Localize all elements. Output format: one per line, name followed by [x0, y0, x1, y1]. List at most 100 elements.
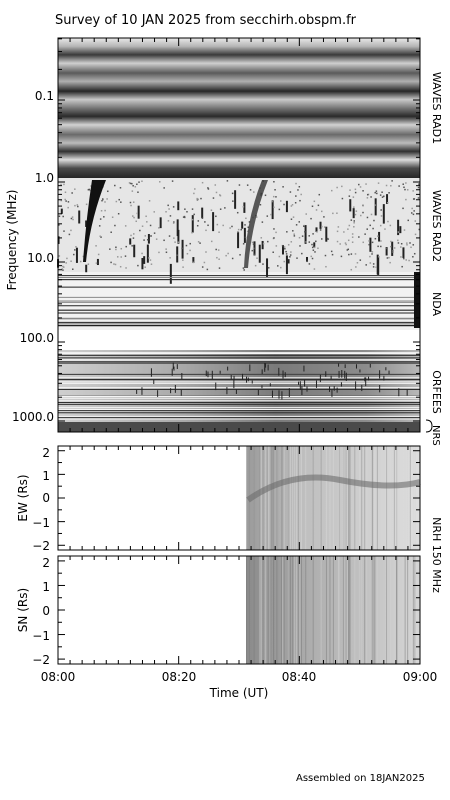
- speckle: [193, 192, 195, 195]
- speckle: [298, 186, 301, 188]
- speckle: [189, 249, 191, 252]
- axis-ticks: [57, 38, 421, 664]
- speckle: [193, 213, 195, 216]
- speckle: [343, 231, 345, 233]
- speckle: [400, 242, 403, 245]
- sn-tick-label: −1: [32, 629, 50, 643]
- speckle: [196, 224, 199, 227]
- speckle: [403, 257, 405, 260]
- speckle: [380, 245, 382, 248]
- speckle: [260, 237, 263, 239]
- orfees-burst: [249, 364, 251, 372]
- speckle: [306, 260, 308, 263]
- speckle: [100, 236, 102, 238]
- speckle: [125, 267, 127, 269]
- speckle: [232, 200, 234, 202]
- speckle: [189, 242, 191, 245]
- speckle: [128, 182, 131, 184]
- speckle: [366, 216, 369, 219]
- speckle: [325, 265, 327, 268]
- speckle: [379, 194, 382, 196]
- speckle: [290, 218, 293, 220]
- speckle: [146, 221, 148, 223]
- speckle: [275, 245, 278, 247]
- speckle: [303, 225, 305, 227]
- speckle: [101, 198, 104, 200]
- speckle: [259, 203, 262, 206]
- orfees-burst: [242, 373, 244, 380]
- position-panels: [58, 446, 421, 664]
- speckle: [159, 181, 161, 183]
- position-texture: [246, 446, 421, 664]
- orfees-burst: [281, 391, 283, 400]
- speckle: [129, 201, 132, 204]
- speckle: [98, 225, 101, 227]
- speckle: [210, 209, 213, 211]
- orfees-burst: [383, 375, 385, 381]
- speckle: [353, 220, 355, 222]
- speckle: [134, 186, 137, 188]
- speckle: [74, 249, 76, 251]
- speckle: [199, 242, 201, 244]
- speckle: [350, 253, 353, 255]
- speckle: [275, 196, 277, 198]
- drifting-burst: [244, 180, 268, 268]
- speckle: [66, 257, 68, 260]
- speckle: [246, 230, 249, 233]
- speckle: [313, 268, 316, 270]
- speckle: [231, 225, 233, 228]
- speckle: [368, 240, 370, 242]
- speckle: [400, 256, 402, 258]
- footer-assembled: Assembled on 18JAN2025: [296, 773, 425, 784]
- speckle: [99, 235, 101, 238]
- speckle: [350, 268, 353, 271]
- speckle: [131, 182, 133, 185]
- speckle: [408, 259, 410, 262]
- speckle: [369, 255, 371, 258]
- speckle: [311, 243, 313, 246]
- speckle: [244, 224, 246, 226]
- speckle: [344, 242, 347, 244]
- orfees-burst: [233, 375, 235, 381]
- speckle: [292, 216, 295, 218]
- speckle: [262, 242, 265, 245]
- spectrogram-texture: [57, 180, 421, 420]
- speckle: [244, 236, 247, 239]
- speckle: [298, 221, 301, 223]
- speckle: [256, 257, 258, 259]
- speckle: [124, 255, 127, 257]
- speckle: [308, 241, 311, 243]
- speckle: [410, 246, 412, 249]
- speckle: [308, 263, 311, 265]
- speckle: [153, 211, 155, 213]
- speckle: [58, 215, 61, 218]
- speckle: [255, 216, 258, 218]
- speckle: [177, 241, 180, 243]
- speckle: [313, 200, 316, 203]
- speckle: [310, 217, 312, 220]
- speckle: [227, 252, 229, 255]
- speckle: [360, 214, 362, 217]
- speckle: [374, 191, 376, 194]
- speckle: [229, 227, 231, 229]
- freq-tick-label: 0.1: [35, 89, 54, 103]
- speckle: [278, 255, 281, 258]
- speckle: [371, 253, 373, 255]
- speckle: [349, 189, 351, 191]
- speckle: [356, 262, 359, 264]
- speckle: [414, 233, 417, 236]
- speckle: [115, 248, 117, 251]
- speckle: [237, 231, 239, 233]
- orfees-burst: [338, 363, 340, 367]
- speckle: [389, 224, 392, 227]
- speckle: [390, 184, 392, 187]
- speckle: [70, 217, 73, 220]
- orfees-burst: [261, 385, 263, 389]
- speckle: [240, 228, 242, 231]
- speckle: [280, 266, 282, 269]
- speckle: [406, 189, 409, 191]
- speckle: [138, 181, 140, 183]
- speckle: [386, 257, 389, 259]
- speckle: [267, 267, 270, 269]
- speckle: [351, 236, 354, 238]
